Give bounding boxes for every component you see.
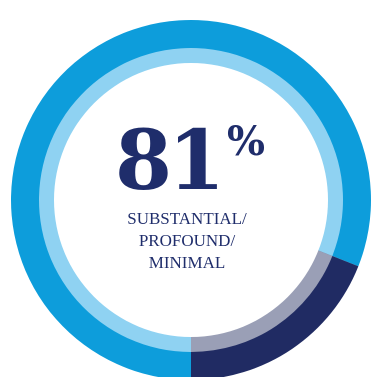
percentage-value: 81% bbox=[115, 120, 265, 202]
caption-line-1: SUBSTANTIAL/ bbox=[127, 209, 247, 228]
percentage-number: 81 bbox=[114, 113, 225, 209]
center-label: 81% SUBSTANTIAL/ PROFOUND/ MINIMAL bbox=[87, 120, 287, 274]
caption: SUBSTANTIAL/ PROFOUND/ MINIMAL bbox=[87, 208, 287, 274]
percent-sign: % bbox=[227, 118, 266, 165]
caption-line-2: PROFOUND/ bbox=[138, 231, 236, 250]
caption-line-3: MINIMAL bbox=[148, 253, 226, 272]
center-fill bbox=[54, 63, 328, 337]
